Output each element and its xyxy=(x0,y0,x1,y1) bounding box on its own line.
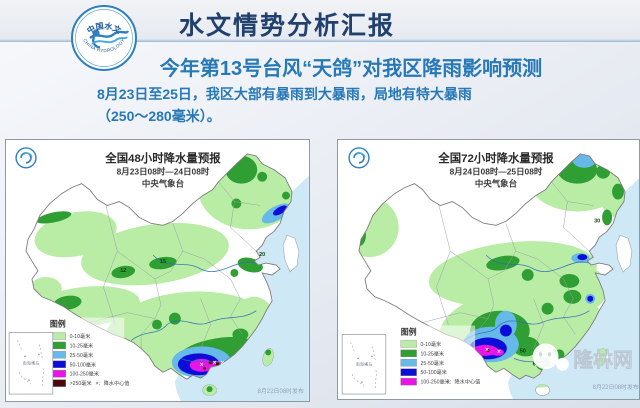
chat-bubble-icon xyxy=(532,343,559,370)
map-period: 8月23日08时—24日08时 xyxy=(117,167,210,177)
map-agency: 中央气象台 xyxy=(475,179,518,189)
map-agency: 中央气象台 xyxy=(142,179,185,189)
precip-value: 50 xyxy=(520,348,526,354)
legend-label: 0-10毫米 xyxy=(70,332,91,340)
precip-value: 15 xyxy=(160,259,166,265)
province-borders xyxy=(422,181,594,349)
korea-peninsula xyxy=(282,234,300,273)
logo-ring xyxy=(71,5,137,71)
legend-label: 50-100毫米 xyxy=(70,360,96,368)
issue-timestamp: 8月22日08时发布 xyxy=(593,383,639,391)
cma-logo xyxy=(348,147,370,169)
logo-wave-1 xyxy=(89,30,130,39)
map-title: 全国48小时降水量预报 xyxy=(104,151,221,165)
watermark: 隆林网 xyxy=(532,343,633,372)
precip-center-marker: × xyxy=(221,360,225,366)
legend-label: 100-250毫米 xyxy=(421,378,450,386)
sea xyxy=(174,175,309,401)
precip-value: 12 xyxy=(120,268,126,274)
legend-label: 10-25毫米 xyxy=(70,341,94,349)
issue-timestamp: 8月22日08时发布 xyxy=(258,387,304,395)
legend-swatch xyxy=(400,349,417,357)
china-outline xyxy=(358,153,626,380)
rivers xyxy=(130,254,257,363)
logo-wave-2 xyxy=(91,36,128,45)
china-hydrology-logo: 中国水文 CHINA HYDROLOGY xyxy=(70,4,138,72)
precip-center-marker: × xyxy=(497,349,501,355)
cma-logo xyxy=(15,147,37,169)
forecast-text-line1: 8月23日至25日，我区大部有暴雨到大暴雨，局地有特大暴雨 xyxy=(97,86,472,102)
watermark-text: 隆林网 xyxy=(573,348,632,371)
inset-label: 南海诸岛 xyxy=(356,360,373,366)
south-china-sea-inset: 南海诸岛 xyxy=(8,332,54,395)
precip-center-marker: × xyxy=(200,362,204,368)
legend-swatch xyxy=(400,368,417,376)
header-divider xyxy=(0,39,640,42)
report-subtitle: 今年第13号台风“天鸽”对我区降雨影响预测 xyxy=(159,58,543,80)
legend: 图例 0-10毫米 10-25毫米 25-50毫米 50-100毫米 100-2… xyxy=(46,317,129,392)
precip-center-marker: × xyxy=(213,360,217,366)
sea xyxy=(507,178,639,399)
map-48h-precip-forecast: 12 15 20 × × × 全国48小时降水量预报 8月23日08时—24日0… xyxy=(5,139,310,402)
china-outline xyxy=(25,153,293,380)
forecast-text-line2: （250～280毫米）。 xyxy=(97,108,221,124)
legend-title: 图例 xyxy=(401,327,417,337)
map-72h-precip-forecast: 30 50 60 × × 全国72小时降水量预报 8月24日08时—25日08时… xyxy=(337,139,640,400)
legend-swatch xyxy=(400,340,417,348)
map-period: 8月24日08时—25日08时 xyxy=(450,167,543,177)
precip-value: 30 xyxy=(594,218,600,224)
legend-label: 25-50毫米 xyxy=(421,359,445,367)
legend-label: 25-50毫米 xyxy=(70,351,94,359)
legend-label: 0-10毫米 xyxy=(421,340,442,348)
legend-title: 图例 xyxy=(50,319,66,329)
legend-swatch xyxy=(400,359,417,367)
legend-swatch xyxy=(400,378,417,386)
inset-label: 南海诸岛 xyxy=(23,359,40,365)
korea-peninsula xyxy=(615,234,633,273)
legend-center-marker-note: ×：降水中心值 xyxy=(446,378,480,386)
legend-label: 100-250毫米 xyxy=(70,370,99,378)
map-title: 全国72小时降水量预报 xyxy=(437,151,554,165)
precip-value: 20 xyxy=(259,252,265,258)
page-title: 水文情势分析汇报 xyxy=(178,12,395,40)
legend-label: 10-25毫米 xyxy=(421,349,445,357)
legend-center-marker-note: ×：降水中心值 xyxy=(95,379,129,387)
legend-label: >250毫米 xyxy=(70,379,92,387)
legend-label: 50-100毫米 xyxy=(421,368,447,376)
precip-center-marker: × xyxy=(485,347,489,353)
south-china-sea-inset: 南海诸岛 xyxy=(341,334,387,395)
legend: 图例 0-10毫米 10-25毫米 25-50毫米 50-100毫米 100-2… xyxy=(397,325,480,391)
